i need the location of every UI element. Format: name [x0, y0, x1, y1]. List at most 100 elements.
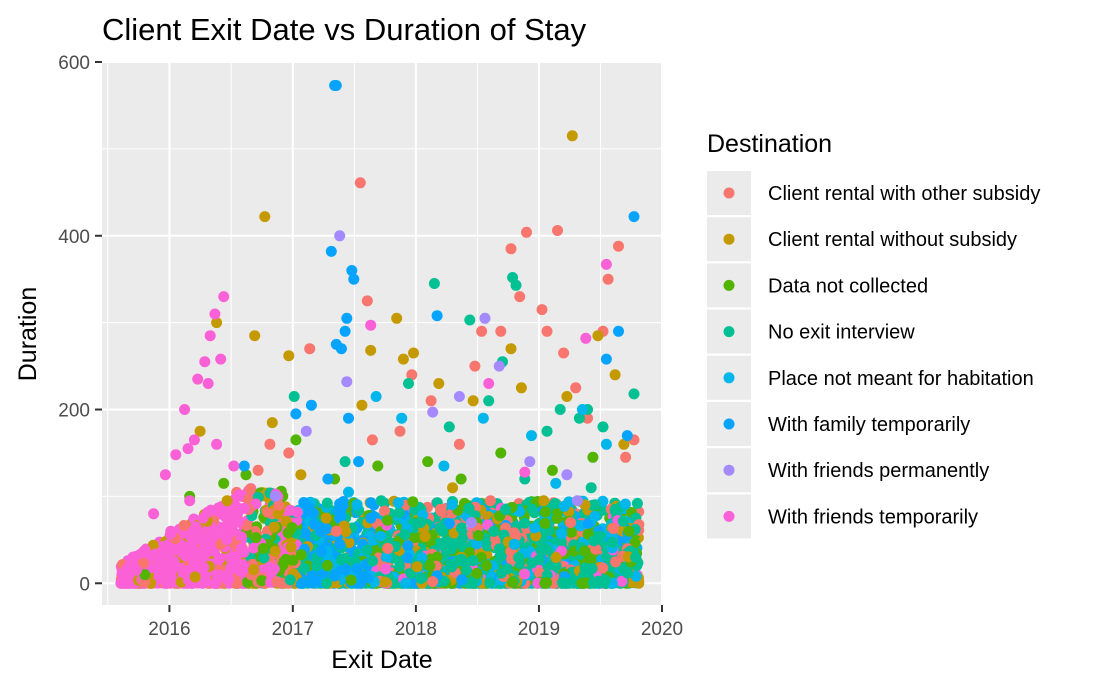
- data-point: [170, 449, 182, 461]
- data-point: [348, 273, 360, 285]
- data-point: [505, 243, 517, 255]
- dense-point: [456, 533, 468, 545]
- dense-point: [256, 575, 268, 587]
- legend-label: No exit interview: [768, 322, 915, 344]
- data-point: [228, 460, 240, 472]
- data-points: [130, 80, 643, 581]
- data-point: [182, 443, 194, 455]
- dense-point: [446, 561, 458, 573]
- legend-label: With family temporarily: [768, 414, 970, 436]
- data-point: [630, 551, 642, 563]
- data-point: [165, 525, 177, 537]
- data-point: [283, 447, 295, 459]
- data-point: [519, 466, 531, 478]
- data-point: [305, 399, 317, 411]
- data-point: [628, 211, 640, 223]
- dense-point: [484, 577, 496, 589]
- dense-point: [582, 518, 594, 529]
- dense-point: [248, 564, 260, 576]
- data-point: [197, 512, 209, 524]
- dense-point: [424, 560, 436, 572]
- data-point: [415, 517, 427, 528]
- data-point: [524, 456, 536, 468]
- dense-point: [589, 499, 601, 511]
- dense-point: [375, 530, 387, 542]
- dense-point: [411, 561, 423, 573]
- dense-point: [213, 553, 225, 565]
- dense-point: [351, 499, 363, 511]
- data-point: [148, 508, 160, 520]
- data-point: [618, 438, 630, 450]
- dense-point: [466, 577, 478, 589]
- dense-point: [315, 546, 327, 557]
- dense-point: [322, 559, 333, 571]
- dense-point: [203, 544, 214, 556]
- legend-label: Data not collected: [768, 275, 928, 297]
- dense-point-cloud: [115, 483, 645, 589]
- legend-marker: [723, 279, 735, 291]
- data-point: [536, 304, 548, 316]
- data-point: [334, 230, 346, 242]
- data-point: [431, 310, 443, 322]
- dense-point: [606, 536, 618, 548]
- dense-point: [147, 539, 159, 551]
- data-point: [613, 325, 624, 337]
- data-point: [290, 408, 302, 420]
- data-point: [592, 330, 604, 342]
- data-point: [483, 378, 495, 389]
- dense-point: [535, 544, 547, 556]
- data-point: [192, 373, 204, 385]
- data-point: [202, 378, 214, 389]
- data-point: [476, 325, 488, 337]
- dense-point: [300, 527, 311, 539]
- data-point: [315, 525, 327, 537]
- dense-point: [238, 502, 250, 514]
- data-point: [320, 512, 332, 524]
- dense-point: [471, 538, 483, 550]
- dense-point: [461, 564, 472, 576]
- dense-point: [445, 543, 457, 555]
- data-point: [561, 391, 573, 402]
- dense-point: [616, 575, 628, 587]
- dense-point: [399, 528, 411, 540]
- legend-label: Client rental with other subsidy: [768, 183, 1040, 205]
- data-point: [366, 434, 378, 446]
- data-point: [346, 265, 358, 276]
- data-point: [339, 456, 351, 468]
- data-point: [620, 451, 632, 463]
- dense-point: [550, 552, 562, 563]
- data-point: [343, 486, 354, 498]
- y-axis-label: Duration: [14, 287, 42, 382]
- data-point: [188, 434, 200, 446]
- legend-items: Client rental with other subsidy Client r…: [707, 171, 1040, 539]
- data-point: [580, 332, 592, 344]
- data-point: [425, 395, 437, 407]
- x-tick-label: 2017: [272, 619, 314, 640]
- dense-point: [579, 545, 591, 557]
- data-point: [443, 421, 455, 433]
- data-point: [356, 399, 368, 411]
- dense-point: [510, 530, 522, 542]
- dense-point: [539, 577, 551, 589]
- dense-point: [311, 560, 323, 572]
- data-point: [550, 477, 562, 489]
- data-point: [240, 469, 252, 481]
- dense-point: [272, 508, 284, 520]
- data-point: [159, 469, 171, 481]
- x-tick-label: 2020: [641, 619, 683, 640]
- data-point: [621, 430, 633, 442]
- dense-point: [340, 526, 352, 538]
- dense-point: [539, 517, 551, 529]
- data-point: [453, 391, 465, 402]
- dense-point: [231, 577, 243, 589]
- dense-point: [400, 577, 412, 589]
- dense-point: [419, 531, 431, 542]
- data-point: [218, 477, 230, 489]
- data-point: [184, 495, 196, 507]
- dense-point: [392, 497, 404, 509]
- dense-point: [380, 552, 392, 563]
- dense-point: [285, 541, 297, 553]
- dense-point: [586, 563, 598, 575]
- data-point: [370, 391, 382, 402]
- data-point: [479, 312, 491, 324]
